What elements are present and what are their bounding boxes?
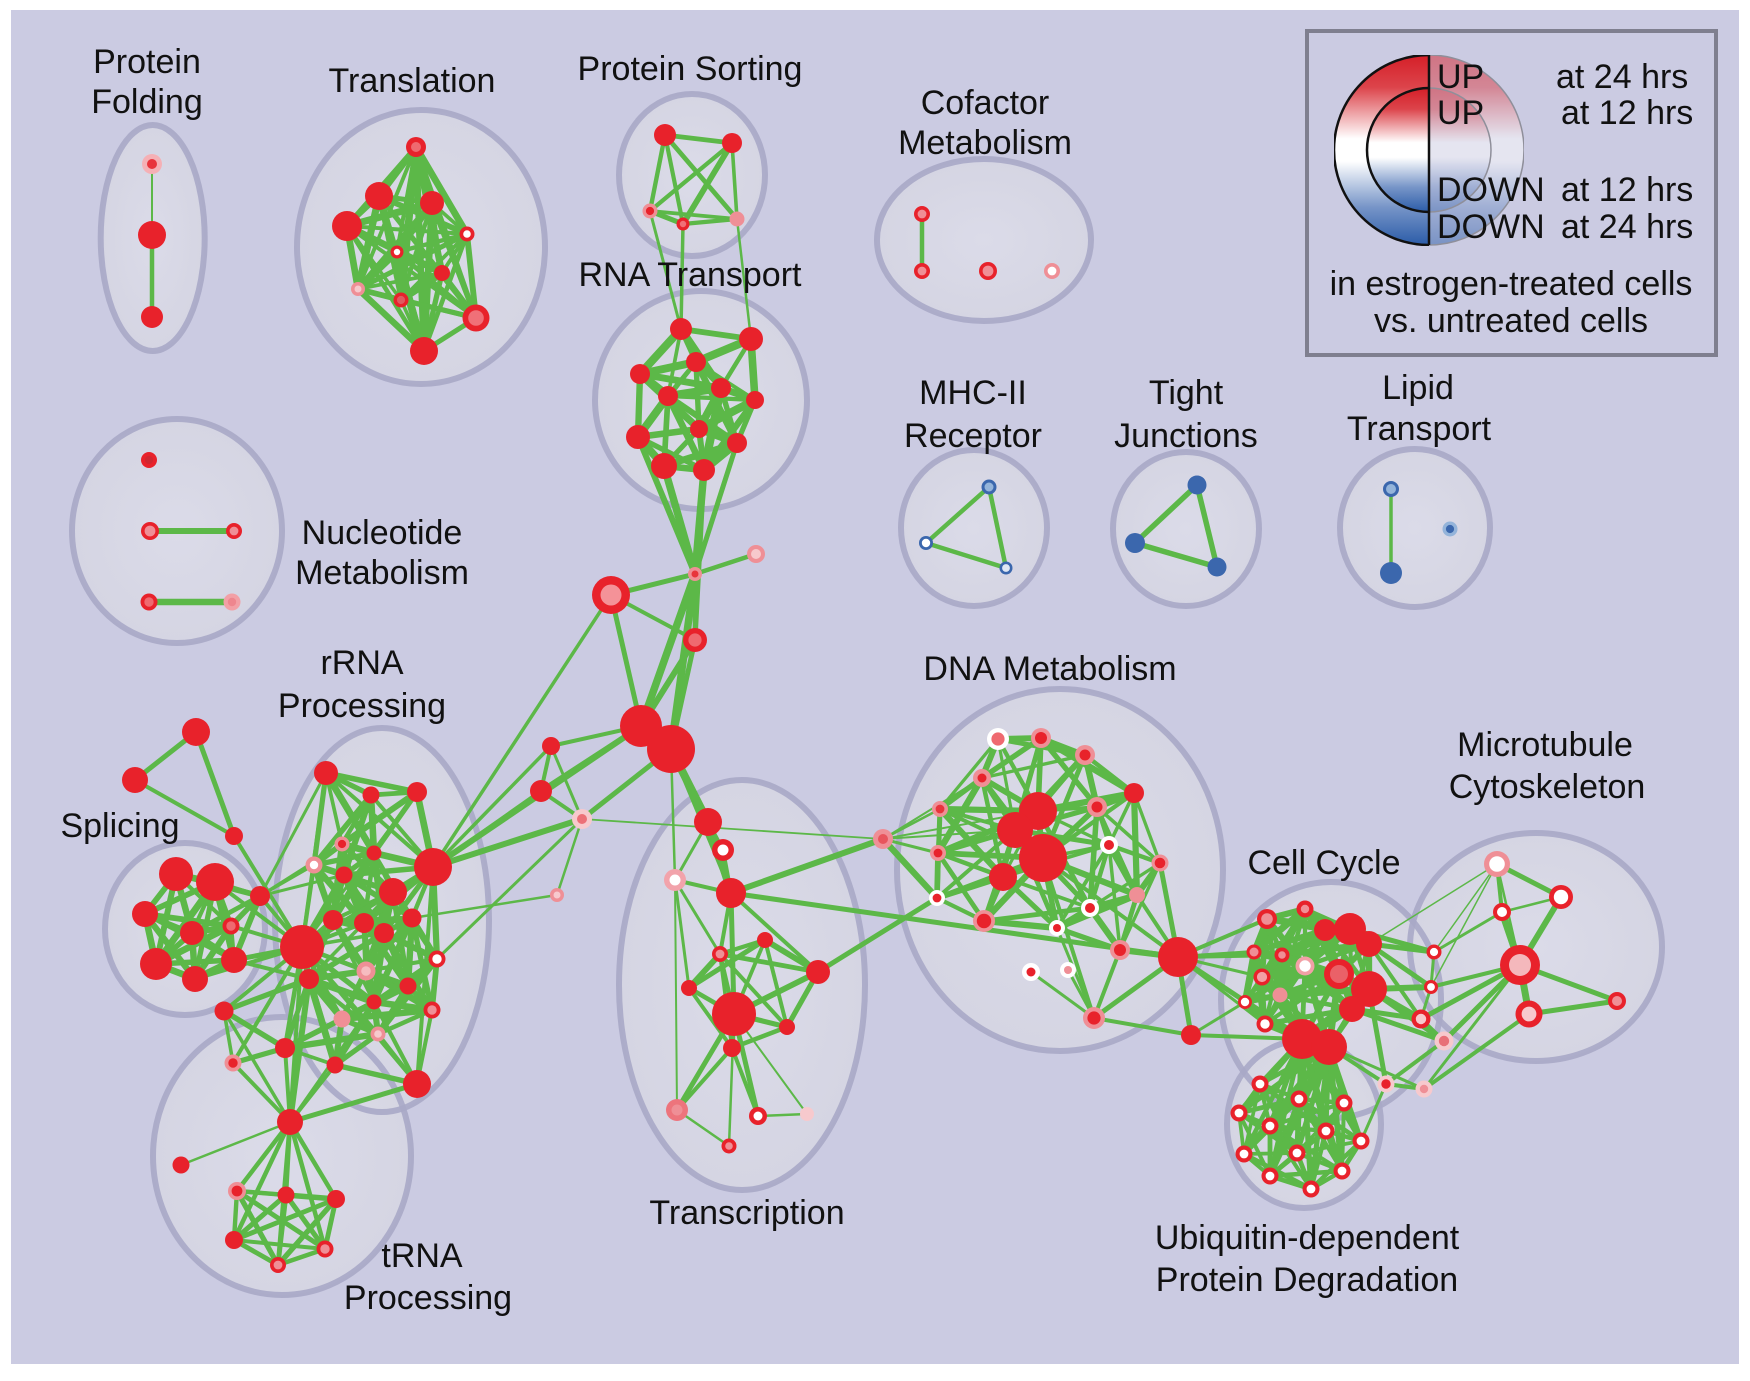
svg-text:at 24 hrs: at 24 hrs [1556, 58, 1688, 96]
svg-text:DOWN: DOWN [1437, 208, 1545, 246]
svg-text:at 12 hrs: at 12 hrs [1561, 171, 1693, 209]
svg-text:Transcription: Transcription [649, 1194, 844, 1232]
svg-text:UP: UP [1437, 94, 1484, 132]
svg-text:Nucleotide: Nucleotide [302, 514, 463, 552]
svg-text:Metabolism: Metabolism [898, 124, 1072, 162]
svg-text:Lipid: Lipid [1382, 369, 1454, 407]
svg-text:Junctions: Junctions [1114, 417, 1258, 455]
svg-text:Tight: Tight [1149, 374, 1224, 412]
svg-text:Processing: Processing [278, 687, 446, 725]
svg-text:Metabolism: Metabolism [295, 554, 469, 592]
svg-text:Cytoskeleton: Cytoskeleton [1449, 768, 1646, 806]
svg-text:DNA Metabolism: DNA Metabolism [923, 650, 1176, 688]
svg-text:Translation: Translation [329, 62, 496, 100]
svg-text:Protein Degradation: Protein Degradation [1156, 1261, 1458, 1299]
svg-text:at 24 hrs: at 24 hrs [1561, 208, 1693, 246]
svg-text:DOWN: DOWN [1437, 171, 1545, 209]
svg-text:at 12 hrs: at 12 hrs [1561, 94, 1693, 132]
svg-text:Ubiquitin-dependent: Ubiquitin-dependent [1155, 1219, 1460, 1257]
svg-text:Protein Sorting: Protein Sorting [578, 50, 803, 88]
svg-text:Cofactor: Cofactor [921, 84, 1050, 122]
svg-text:Microtubule: Microtubule [1457, 726, 1633, 764]
svg-text:Splicing: Splicing [60, 807, 179, 845]
svg-text:Cell Cycle: Cell Cycle [1247, 844, 1400, 882]
svg-text:UP: UP [1437, 58, 1484, 96]
svg-text:RNA Transport: RNA Transport [579, 256, 803, 294]
svg-text:MHC-II: MHC-II [919, 374, 1027, 412]
svg-text:vs. untreated cells: vs. untreated cells [1374, 302, 1648, 340]
svg-text:rRNA: rRNA [320, 644, 403, 682]
svg-text:tRNA: tRNA [381, 1237, 463, 1275]
svg-text:Folding: Folding [91, 83, 203, 121]
svg-text:Receptor: Receptor [904, 417, 1042, 455]
svg-text:Protein: Protein [93, 43, 201, 81]
svg-text:Processing: Processing [344, 1279, 512, 1317]
svg-text:in estrogen-treated cells: in estrogen-treated cells [1330, 265, 1693, 303]
svg-text:Transport: Transport [1347, 410, 1492, 448]
